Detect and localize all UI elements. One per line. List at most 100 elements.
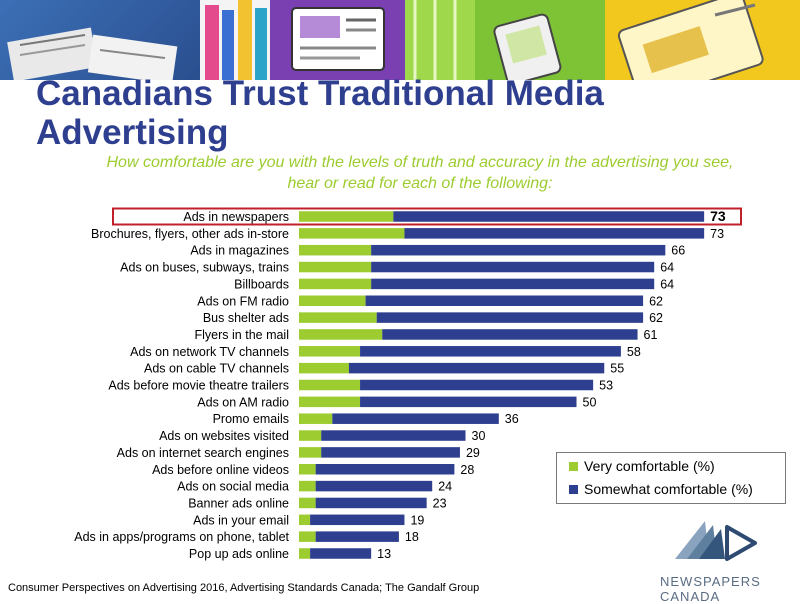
category-label: Banner ads online	[188, 496, 289, 510]
category-label: Ads in newspapers	[183, 210, 289, 224]
bar-very-comfortable	[299, 362, 349, 374]
total-value-label: 58	[627, 345, 641, 359]
total-value-label: 61	[644, 328, 658, 342]
bar-somewhat-comfortable	[360, 346, 621, 357]
total-value-label: 29	[466, 446, 480, 460]
total-value-label: 36	[505, 412, 519, 426]
total-value-label: 66	[671, 244, 685, 258]
bar-very-comfortable	[299, 480, 316, 492]
legend-swatch-somewhat	[569, 484, 578, 494]
tablet-icon	[291, 7, 385, 71]
legend-label-somewhat: Somewhat comfortable (%)	[584, 481, 753, 497]
total-value-label: 23	[433, 496, 447, 510]
bar-somewhat-comfortable	[321, 430, 466, 441]
bar-very-comfortable	[299, 447, 322, 458]
category-label: Ads on AM radio	[197, 395, 289, 409]
bar-very-comfortable	[299, 413, 333, 424]
bar-somewhat-comfortable	[315, 464, 455, 475]
bar-very-comfortable	[299, 548, 311, 559]
bar-somewhat-comfortable	[376, 312, 644, 323]
bar-very-comfortable	[299, 278, 372, 290]
total-value-label: 64	[660, 261, 674, 275]
category-label: Ads on internet search engines	[117, 446, 289, 460]
category-label: Pop up ads online	[189, 547, 289, 561]
total-value-label: 62	[649, 311, 663, 325]
bar-somewhat-comfortable	[371, 261, 655, 273]
newspaper-stack-icon	[205, 0, 267, 80]
total-value-label: 28	[460, 463, 474, 477]
category-label: Billboards	[234, 277, 289, 291]
legend-item-very: Very comfortable (%)	[569, 456, 715, 476]
bar-very-comfortable	[299, 497, 316, 509]
banner-panel-newspaper	[0, 0, 200, 80]
banner-panel-card	[605, 0, 800, 80]
category-label: Ads in apps/programs on phone, tablet	[74, 530, 289, 544]
bar-somewhat-comfortable	[315, 497, 427, 509]
chart-legend: Very comfortable (%) Somewhat comfortabl…	[556, 452, 786, 504]
bar-very-comfortable	[299, 312, 377, 323]
category-label: Brochures, flyers, other ads in-store	[91, 227, 289, 241]
bar-somewhat-comfortable	[310, 514, 405, 526]
category-label: Ads in your email	[193, 513, 289, 527]
total-value-label: 19	[410, 513, 424, 527]
bar-somewhat-comfortable	[404, 228, 705, 239]
category-label: Ads on FM radio	[197, 294, 289, 308]
total-value-label: 24	[438, 480, 452, 494]
bar-very-comfortable	[299, 430, 322, 441]
bar-somewhat-comfortable	[321, 447, 460, 458]
bar-somewhat-comfortable	[315, 480, 433, 492]
bar-somewhat-comfortable	[360, 396, 577, 408]
source-note: Consumer Perspectives on Advertising 201…	[8, 582, 480, 594]
bar-somewhat-comfortable	[365, 295, 644, 306]
total-value-label: 13	[377, 547, 391, 561]
total-value-label: 62	[649, 294, 663, 308]
bar-somewhat-comfortable	[315, 531, 399, 542]
legend-label-very: Very comfortable (%)	[584, 458, 715, 474]
newspaper-icon	[7, 27, 178, 80]
bar-very-comfortable	[299, 295, 366, 306]
banner-panel-newspapers-stack	[200, 0, 270, 80]
category-label: Ads before online videos	[152, 463, 289, 477]
bar-very-comfortable	[299, 346, 361, 357]
banner-panel-tablet	[270, 0, 405, 80]
bar-somewhat-comfortable	[348, 362, 605, 374]
legend-swatch-very	[569, 461, 578, 471]
legend-item-somewhat: Somewhat comfortable (%)	[569, 479, 753, 499]
newspapers-canada-logo	[675, 521, 757, 561]
total-value-label: 64	[660, 277, 674, 291]
highlight-box	[112, 207, 742, 226]
page-title: Canadians Trust Traditional Media Advert…	[36, 74, 604, 152]
category-label: Ads on network TV channels	[130, 345, 289, 359]
header-banner	[0, 0, 800, 80]
bar-very-comfortable	[299, 464, 316, 475]
category-label: Ads on buses, subways, trains	[120, 261, 289, 275]
card-icon	[617, 0, 764, 80]
total-value-label: 53	[599, 379, 613, 393]
phone-icon	[405, 0, 562, 80]
category-label: Flyers in the mail	[195, 328, 289, 342]
bar-very-comfortable	[299, 396, 361, 408]
stacked-bar-chart: Ads in newspapers 73 Brochures, flyers, ot…	[74, 207, 742, 561]
bar-somewhat-comfortable	[393, 211, 705, 222]
bar-somewhat-comfortable	[310, 548, 372, 559]
bar-very-comfortable	[299, 531, 316, 542]
category-label: Ads before movie theatre trailers	[108, 379, 289, 393]
bar-somewhat-comfortable	[371, 278, 655, 290]
category-label: Ads on websites visited	[159, 429, 289, 443]
category-label: Ads on cable TV channels	[144, 362, 289, 376]
bar-very-comfortable	[299, 514, 311, 526]
category-label: Bus shelter ads	[203, 311, 289, 325]
category-label: Ads in magazines	[190, 244, 289, 258]
category-label: Promo emails	[213, 412, 289, 426]
bar-somewhat-comfortable	[382, 329, 638, 340]
bar-very-comfortable	[299, 379, 361, 391]
bar-very-comfortable	[299, 211, 394, 222]
category-label: Ads on social media	[177, 480, 289, 494]
bar-very-comfortable	[299, 329, 383, 340]
chart-subtitle: How comfortable are you with the levels …	[106, 154, 734, 192]
total-value-label: 55	[610, 362, 624, 376]
total-value-label: 30	[472, 429, 486, 443]
bar-somewhat-comfortable	[371, 244, 666, 256]
bar-very-comfortable	[299, 228, 405, 239]
banner-panel-phone	[405, 0, 605, 80]
